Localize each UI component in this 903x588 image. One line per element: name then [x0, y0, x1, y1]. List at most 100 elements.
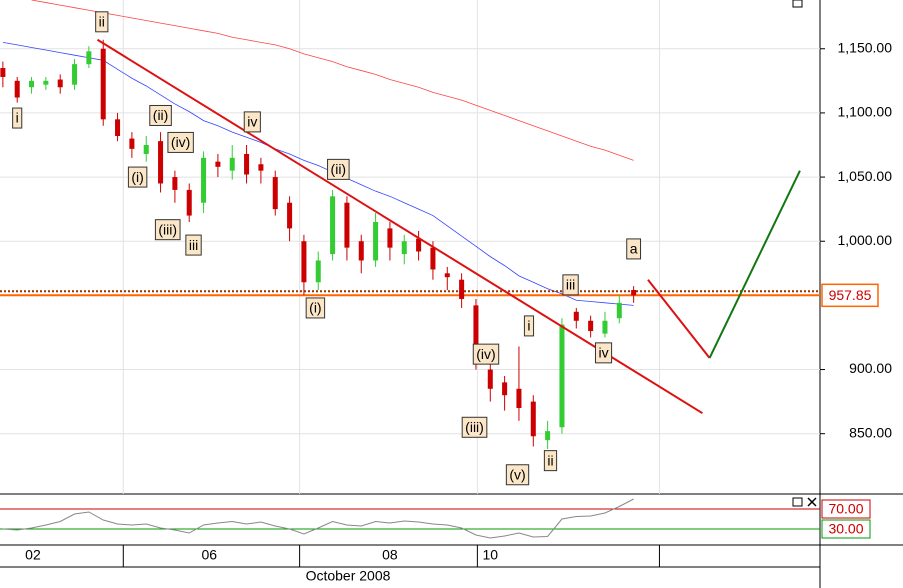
candle-body	[29, 80, 35, 88]
close-button[interactable]	[807, 497, 817, 507]
wave-label: i	[12, 107, 23, 129]
y-tick-label: 1,100.00	[838, 104, 893, 120]
candle-body	[229, 157, 235, 171]
candle-body	[158, 141, 164, 184]
rsi-level-box	[821, 499, 871, 519]
wave-label-box	[149, 104, 172, 126]
candle-body	[416, 238, 422, 252]
candle-body	[244, 153, 250, 175]
candle-body	[573, 311, 579, 321]
wave-label-box	[305, 297, 326, 319]
last-price-label: 957.85	[829, 287, 872, 303]
candle-body	[301, 241, 307, 283]
trendline	[708, 170, 801, 359]
last-price-box	[821, 283, 879, 308]
candle-body	[401, 241, 407, 255]
wave-label-box	[562, 274, 579, 296]
wave-label-text: i	[527, 318, 530, 334]
moving-average	[31, 0, 634, 161]
panel-button[interactable]	[792, 497, 803, 507]
candle-body	[115, 119, 121, 137]
candle-body	[258, 164, 264, 171]
wave-label-text: iv	[598, 345, 608, 361]
candle-body	[502, 382, 508, 396]
trendline	[647, 279, 711, 359]
wave-label: iv	[594, 342, 613, 364]
wave-label-text: (iv)	[171, 134, 190, 150]
x-tick-label: 06	[202, 547, 218, 563]
rsi-line	[2, 498, 634, 539]
wave-label: (ii)	[149, 104, 172, 126]
candle-body	[315, 260, 321, 283]
wave-label: (ii)	[327, 158, 350, 180]
candle-body	[201, 157, 207, 203]
moving-average	[2, 41, 634, 306]
wave-label-text: (ii)	[153, 107, 169, 123]
candle-body	[516, 388, 522, 409]
main-panel	[0, 0, 820, 494]
candle-body	[616, 302, 622, 319]
candle-body	[172, 177, 178, 190]
wave-label: (iv)	[167, 131, 194, 153]
wave-label-text: (iii)	[158, 221, 177, 237]
wave-label: i	[523, 315, 535, 337]
x-tick-label: 02	[25, 547, 41, 563]
candle-body	[631, 289, 637, 296]
candle-body	[559, 324, 565, 428]
candle-body	[430, 247, 436, 270]
wave-label-text: iv	[247, 114, 257, 130]
wave-label: iii	[185, 234, 202, 256]
wave-label: (iv)	[472, 343, 500, 365]
wave-label-box	[185, 234, 202, 256]
candle-body	[358, 241, 364, 261]
candle-body	[143, 144, 149, 154]
rsi-level-label: 30.00	[828, 521, 863, 537]
wave-label: ii	[543, 450, 558, 472]
wave-label-box	[472, 343, 500, 365]
candle-body	[344, 202, 350, 248]
x-tick-label: 10	[482, 547, 498, 563]
candle-body	[0, 68, 6, 77]
candle-body	[100, 48, 106, 120]
wave-label-text: (v)	[509, 466, 525, 482]
wave-label: (i)	[127, 166, 148, 188]
wave-label-box	[594, 342, 613, 364]
candle-body	[272, 177, 278, 210]
candle-body	[186, 189, 192, 216]
wave-label-text: (ii)	[331, 161, 347, 177]
wave-label: (iii)	[154, 219, 181, 241]
wave-label-box	[461, 416, 488, 438]
panel-button[interactable]	[792, 0, 803, 8]
x-axis-label: October 2008	[306, 568, 391, 584]
y-tick-label: 900.00	[849, 360, 892, 376]
wave-label-box	[12, 107, 23, 129]
candle-body	[43, 80, 49, 85]
y-tick-label: 1,050.00	[838, 168, 893, 184]
candle-body	[287, 202, 293, 229]
wave-label-box	[543, 450, 558, 472]
wave-label-box	[523, 315, 535, 337]
wave-label-box	[154, 219, 181, 241]
wave-label-box	[127, 166, 148, 188]
wave-label-box	[167, 131, 194, 153]
candle-body	[602, 320, 608, 334]
y-tick-label: 850.00	[849, 424, 892, 440]
x-tick-label: 08	[382, 547, 398, 563]
candle-body	[459, 279, 465, 299]
y-tick-label: 1,150.00	[838, 39, 893, 55]
candle-body	[473, 305, 479, 364]
candle-body	[57, 79, 63, 88]
wave-label-box	[243, 111, 261, 133]
wave-label: ii	[95, 11, 109, 33]
wave-label-box	[95, 11, 109, 33]
candle-body	[444, 273, 450, 278]
candle-body	[588, 320, 594, 332]
wave-label-box	[327, 158, 350, 180]
wave-label-text: iii	[566, 277, 575, 293]
candle-body	[373, 221, 379, 261]
candle-body	[545, 431, 551, 441]
rsi-level-label: 70.00	[828, 501, 863, 517]
wave-label-text: i	[16, 110, 19, 126]
